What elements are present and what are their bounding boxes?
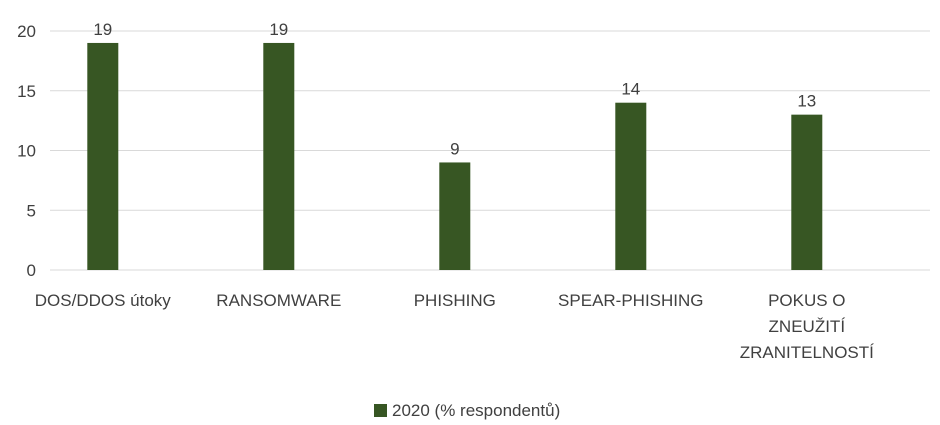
bar [439,162,471,270]
y-axis-ticks: 0 5 10 15 20 [17,22,36,280]
category-label: DOS/DDOS útoky [35,291,172,310]
category-label: ZNEUŽITÍ [769,317,846,336]
y-tick-label: 10 [17,142,36,161]
data-labels: 19 19 9 14 13 [93,20,816,158]
category-label: PHISHING [414,291,496,310]
data-label: 19 [269,20,288,39]
bar [87,42,119,271]
data-label: 9 [450,139,459,158]
y-tick-label: 5 [27,201,36,220]
category-label: SPEAR-PHISHING [558,291,703,310]
bar [615,102,647,270]
y-tick-label: 20 [17,22,36,41]
data-label: 19 [93,20,112,39]
bar [791,114,823,271]
y-tick-label: 0 [27,261,36,280]
gridlines [50,30,930,271]
y-tick-label: 15 [17,82,36,101]
bar [263,42,295,271]
legend: 2020 (% respondentů) [374,401,560,420]
category-label: POKUS O [768,291,845,310]
x-axis-categories: DOS/DDOS útoky RANSOMWARE PHISHING SPEAR-PH… [35,291,874,362]
bars [87,42,823,271]
legend-label: 2020 (% respondentů) [392,401,560,420]
data-label: 14 [621,80,640,99]
category-label: RANSOMWARE [216,291,341,310]
legend-swatch [374,404,387,417]
category-label: ZRANITELNOSTÍ [740,343,874,362]
data-label: 13 [797,92,816,111]
